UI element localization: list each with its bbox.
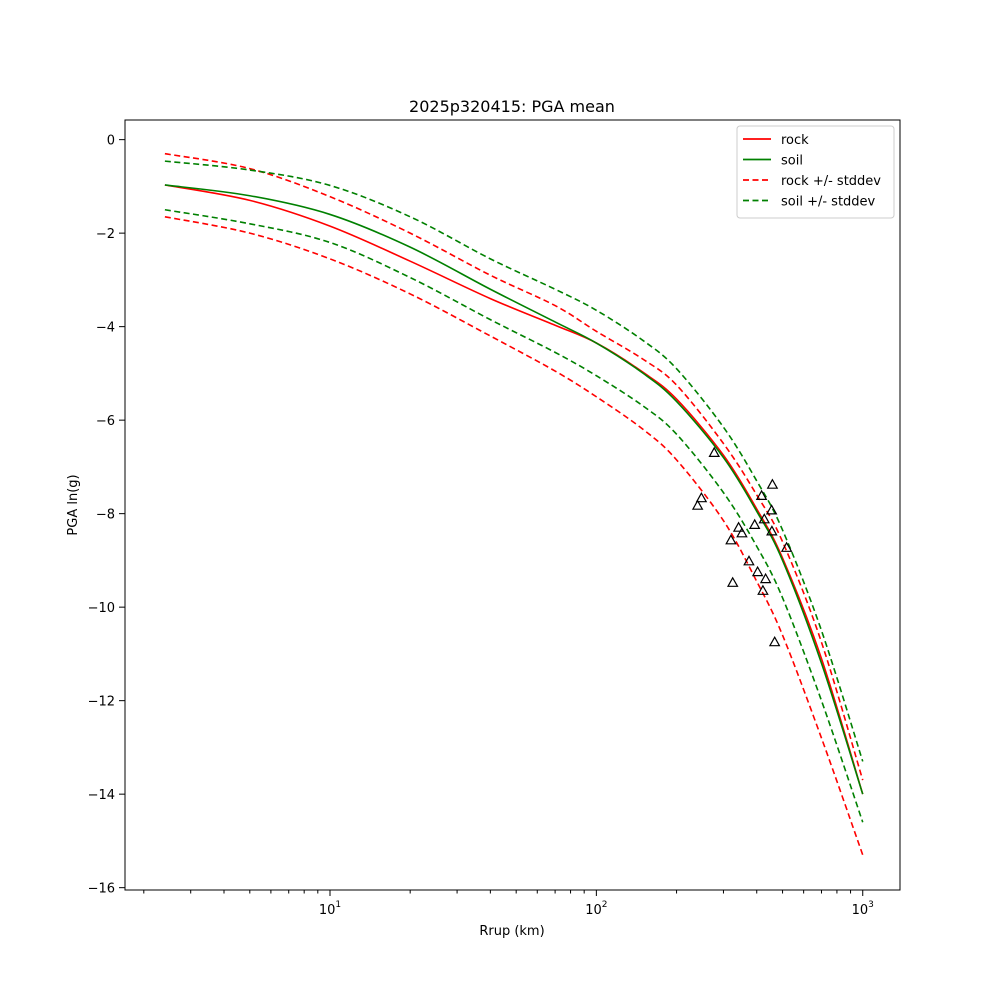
legend-label: rock: [781, 133, 809, 148]
y-tick-label: −8: [96, 508, 115, 523]
x-axis-title: Rrup (km): [479, 924, 544, 939]
plot-lines: [164, 152, 864, 856]
series-line-rock-stddev-3: [164, 215, 864, 856]
plot-markers: [691, 446, 793, 647]
legend-label: soil +/- stddev: [781, 195, 876, 210]
series-line-soil-stddev-4: [164, 160, 864, 762]
observation-marker: [765, 504, 778, 515]
observation-marker: [691, 499, 704, 510]
observation-marker: [725, 534, 737, 545]
observation-marker: [755, 489, 768, 500]
y-tick-label: −12: [88, 695, 115, 710]
observation-marker: [748, 518, 761, 530]
chart-title: 2025p320415: PGA mean: [409, 97, 615, 116]
series-line-rock-stddev-2: [164, 152, 864, 781]
observation-marker: [766, 478, 779, 489]
observation-marker: [751, 565, 764, 577]
x-tick-label: 103: [852, 900, 874, 918]
observation-marker: [726, 576, 739, 587]
observation-marker: [708, 446, 721, 457]
legend-box: [736, 125, 895, 219]
observation-marker: [736, 527, 748, 538]
y-tick-label: −10: [88, 601, 115, 616]
observation-marker: [766, 525, 778, 536]
x-axis: 101 102 103: [143, 890, 874, 918]
observation-marker: [743, 555, 755, 566]
legend: rock soil rock +/- stddev soil +/- stddev: [736, 125, 895, 219]
legend-label: rock +/- stddev: [781, 174, 881, 189]
x-tick-label: 102: [585, 900, 607, 918]
y-axis: 0 −2 −4 −6 −8 −10 −12 −14 −16: [88, 134, 125, 897]
y-tick-label: 0: [107, 134, 115, 149]
observation-marker: [732, 521, 745, 532]
y-tick-label: −2: [96, 227, 115, 242]
y-axis-title: PGA ln(g): [66, 474, 81, 535]
plot-frame: [124, 119, 901, 891]
series-line-soil-stddev-5: [164, 208, 864, 823]
x-tick-label: 101: [319, 900, 341, 918]
observation-marker: [757, 584, 769, 595]
observation-marker: [759, 572, 772, 584]
observation-marker: [758, 513, 771, 524]
observation-marker: [695, 491, 708, 503]
y-tick-label: −16: [88, 882, 115, 897]
y-tick-label: −4: [96, 321, 115, 336]
y-tick-label: −14: [88, 788, 115, 803]
series-line-soil-1: [164, 184, 864, 795]
observation-marker: [768, 635, 781, 647]
observation-marker: [780, 541, 793, 552]
legend-label: soil: [781, 154, 803, 169]
y-tick-label: −6: [96, 414, 115, 429]
